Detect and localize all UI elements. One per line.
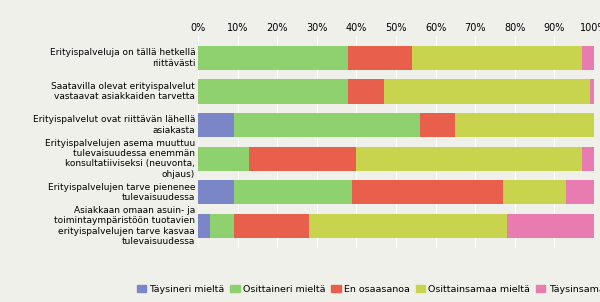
Bar — [210, 214, 233, 238]
Bar — [384, 79, 590, 104]
Bar — [590, 79, 594, 104]
Bar — [582, 46, 594, 70]
Bar — [198, 214, 210, 238]
Bar — [566, 180, 594, 204]
Bar — [503, 180, 566, 204]
Bar — [309, 214, 507, 238]
Bar — [233, 180, 352, 204]
Bar — [352, 180, 503, 204]
Bar — [582, 147, 594, 171]
Bar — [420, 113, 455, 137]
Bar — [356, 147, 582, 171]
Bar — [198, 113, 233, 137]
Bar — [198, 46, 349, 70]
Bar — [507, 214, 594, 238]
Bar — [349, 46, 412, 70]
Bar — [455, 113, 594, 137]
Bar — [250, 147, 356, 171]
Bar — [233, 113, 420, 137]
Legend: Täysineri mieltä, Osittaineri mieltä, En osaasanoa, Osittainsamaa mieltä, Täysin: Täysineri mieltä, Osittaineri mieltä, En… — [133, 281, 600, 297]
Bar — [198, 180, 233, 204]
Bar — [412, 46, 582, 70]
Bar — [198, 79, 349, 104]
Bar — [198, 147, 250, 171]
Bar — [233, 214, 309, 238]
Bar — [349, 79, 384, 104]
